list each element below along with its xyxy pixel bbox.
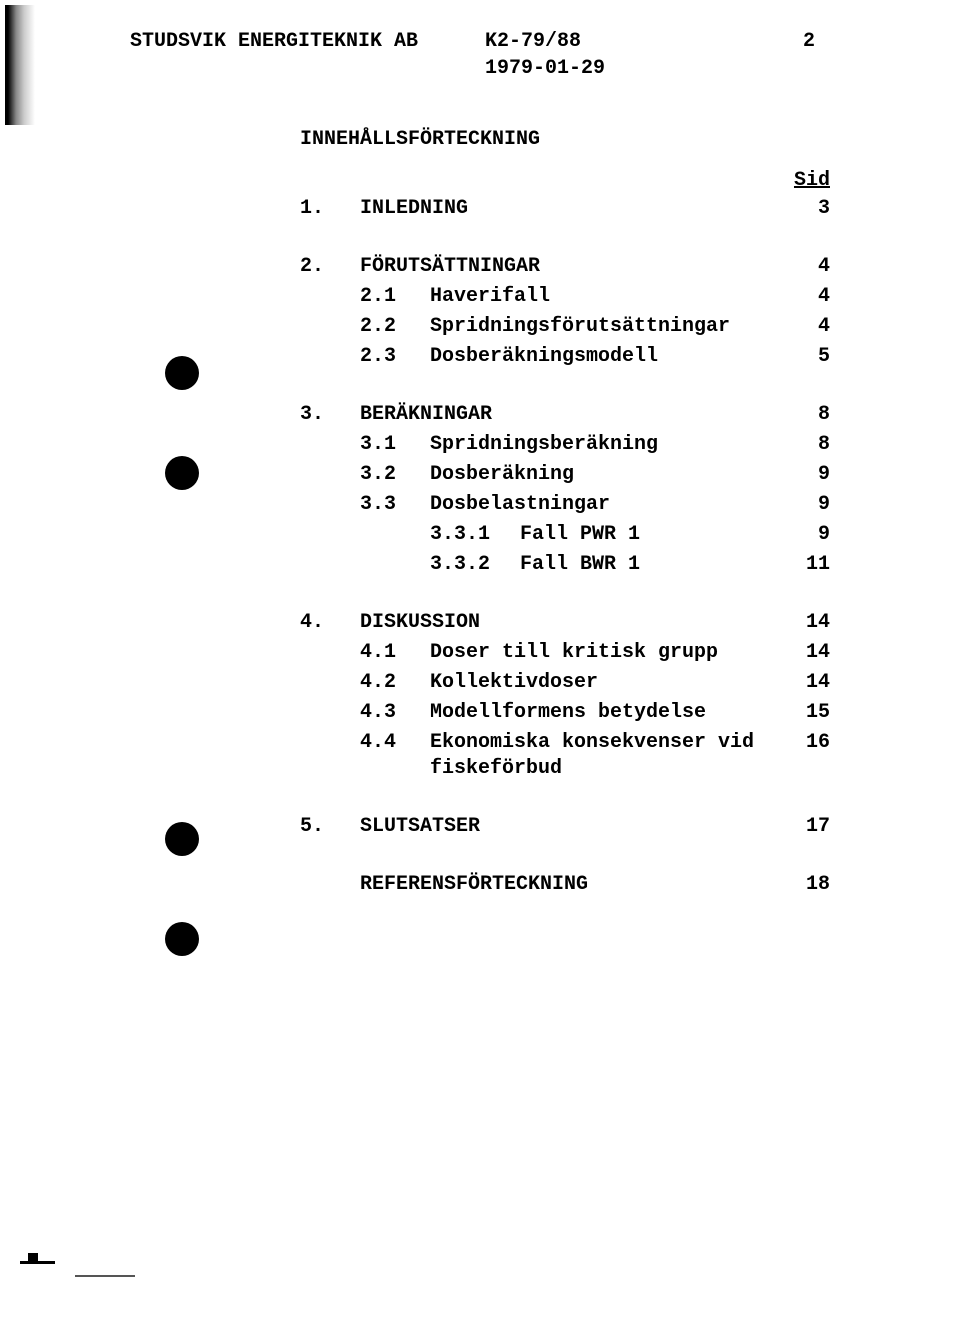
toc-entry-title: REFERENSFÖRTECKNING bbox=[360, 872, 780, 898]
toc-entry-page: 8 bbox=[780, 402, 830, 428]
toc-number: 2.1 bbox=[360, 284, 430, 310]
toc-number: 4.4 bbox=[360, 730, 430, 756]
toc-row: 4.4Ekonomiska konsekvenser vid fiskeförb… bbox=[300, 730, 830, 782]
toc-entry-title: BERÄKNINGAR bbox=[360, 402, 780, 428]
section-gap bbox=[300, 786, 830, 814]
toc-entry-title: Fall PWR 1 bbox=[520, 522, 780, 548]
toc-number: 2.2 bbox=[360, 314, 430, 340]
toc-number: 3.3 bbox=[360, 492, 430, 518]
toc-entry-page: 17 bbox=[780, 814, 830, 840]
toc-entry-page: 9 bbox=[780, 522, 830, 548]
toc-title: INNEHÅLLSFÖRTECKNING bbox=[300, 128, 830, 151]
toc-entry-title: Dosberäkningsmodell bbox=[430, 344, 780, 370]
toc-entry-page: 18 bbox=[780, 872, 830, 898]
toc-entry-page: 14 bbox=[780, 610, 830, 636]
toc-entry-title: Kollektivdoser bbox=[430, 670, 780, 696]
toc-entry-title: Doser till kritisk grupp bbox=[430, 640, 780, 666]
toc-entry-title: SLUTSATSER bbox=[360, 814, 780, 840]
toc-number: 3.3.2 bbox=[430, 552, 520, 578]
toc-entry-title: DISKUSSION bbox=[360, 610, 780, 636]
toc-row: 2.FÖRUTSÄTTNINGAR4 bbox=[300, 254, 830, 280]
document-reference: K2-79/88 bbox=[485, 30, 755, 53]
toc-number: 4.1 bbox=[360, 640, 430, 666]
toc-entry-page: 9 bbox=[780, 492, 830, 518]
section-gap bbox=[300, 582, 830, 610]
toc-row: 1.INLEDNING3 bbox=[300, 196, 830, 222]
toc-row: 3.3Dosbelastningar9 bbox=[300, 492, 830, 518]
toc-entry-page: 16 bbox=[780, 730, 830, 756]
document-date: 1979-01-29 bbox=[485, 57, 860, 80]
toc-entry-page: 15 bbox=[780, 700, 830, 726]
toc-number: 3. bbox=[300, 402, 360, 428]
toc-entry-page: 3 bbox=[780, 196, 830, 222]
toc-row: 2.2Spridningsförutsättningar4 bbox=[300, 314, 830, 340]
toc-number: 4. bbox=[300, 610, 360, 636]
table-of-contents: 1.INLEDNING32.FÖRUTSÄTTNINGAR42.1Haverif… bbox=[300, 196, 830, 898]
toc-row: 4.2Kollektivdoser14 bbox=[300, 670, 830, 696]
toc-row: 3.BERÄKNINGAR8 bbox=[300, 402, 830, 428]
scan-artifact bbox=[20, 1261, 140, 1291]
page-number: 2 bbox=[755, 30, 815, 53]
punch-hole-icon bbox=[165, 456, 199, 490]
toc-entry-title: Ekonomiska konsekvenser vid fiskeförbud bbox=[430, 730, 780, 782]
toc-number: 3.1 bbox=[360, 432, 430, 458]
section-gap bbox=[300, 844, 830, 872]
header-row-1: STUDSVIK ENERGITEKNIK AB K2-79/88 2 bbox=[130, 30, 860, 53]
toc-row: 2.1Haverifall4 bbox=[300, 284, 830, 310]
toc-row: 5.SLUTSATSER17 bbox=[300, 814, 830, 840]
toc-entry-title: FÖRUTSÄTTNINGAR bbox=[360, 254, 780, 280]
toc-number: 2. bbox=[300, 254, 360, 280]
page-column-header-row: Sid bbox=[300, 169, 830, 192]
toc-entry-title: Modellformens betydelse bbox=[430, 700, 780, 726]
toc-entry-title: Dosberäkning bbox=[430, 462, 780, 488]
toc-row: 2.3Dosberäkningsmodell5 bbox=[300, 344, 830, 370]
toc-number: 3.3.1 bbox=[430, 522, 520, 548]
punch-hole-icon bbox=[165, 922, 199, 956]
toc-entry-page: 9 bbox=[780, 462, 830, 488]
toc-entry-title: Spridningsförutsättningar bbox=[430, 314, 780, 340]
company-name: STUDSVIK ENERGITEKNIK AB bbox=[130, 30, 485, 53]
page-column-label: Sid bbox=[770, 169, 830, 192]
toc-entry-page: 4 bbox=[780, 254, 830, 280]
page-container: STUDSVIK ENERGITEKNIK AB K2-79/88 2 1979… bbox=[0, 0, 960, 932]
toc-entry-page: 4 bbox=[780, 284, 830, 310]
toc-entry-page: 11 bbox=[780, 552, 830, 578]
toc-row: REFERENSFÖRTECKNING18 bbox=[300, 872, 830, 898]
toc-row: 3.3.1Fall PWR 19 bbox=[300, 522, 830, 548]
toc-entry-title: Spridningsberäkning bbox=[430, 432, 780, 458]
toc-number: 1. bbox=[300, 196, 360, 222]
toc-row: 3.2Dosberäkning9 bbox=[300, 462, 830, 488]
section-gap bbox=[300, 226, 830, 254]
toc-row: 3.3.2Fall BWR 111 bbox=[300, 552, 830, 578]
toc-number: 2.3 bbox=[360, 344, 430, 370]
toc-number: 4.2 bbox=[360, 670, 430, 696]
toc-row: 4.DISKUSSION14 bbox=[300, 610, 830, 636]
content-area: INNEHÅLLSFÖRTECKNING Sid 1.INLEDNING32.F… bbox=[300, 128, 830, 898]
toc-row: 3.1Spridningsberäkning8 bbox=[300, 432, 830, 458]
binding-artifact bbox=[5, 5, 35, 125]
toc-entry-page: 8 bbox=[780, 432, 830, 458]
section-gap bbox=[300, 374, 830, 402]
toc-number: 3.2 bbox=[360, 462, 430, 488]
toc-entry-title: Fall BWR 1 bbox=[520, 552, 780, 578]
punch-hole-icon bbox=[165, 356, 199, 390]
toc-entry-title: INLEDNING bbox=[360, 196, 780, 222]
toc-entry-page: 14 bbox=[780, 640, 830, 666]
punch-hole-icon bbox=[165, 822, 199, 856]
toc-row: 4.1Doser till kritisk grupp14 bbox=[300, 640, 830, 666]
toc-row: 4.3Modellformens betydelse15 bbox=[300, 700, 830, 726]
toc-entry-page: 5 bbox=[780, 344, 830, 370]
toc-number: 5. bbox=[300, 814, 360, 840]
toc-entry-page: 4 bbox=[780, 314, 830, 340]
toc-entry-title: Haverifall bbox=[430, 284, 780, 310]
toc-entry-title: Dosbelastningar bbox=[430, 492, 780, 518]
toc-entry-page: 14 bbox=[780, 670, 830, 696]
toc-number: 4.3 bbox=[360, 700, 430, 726]
